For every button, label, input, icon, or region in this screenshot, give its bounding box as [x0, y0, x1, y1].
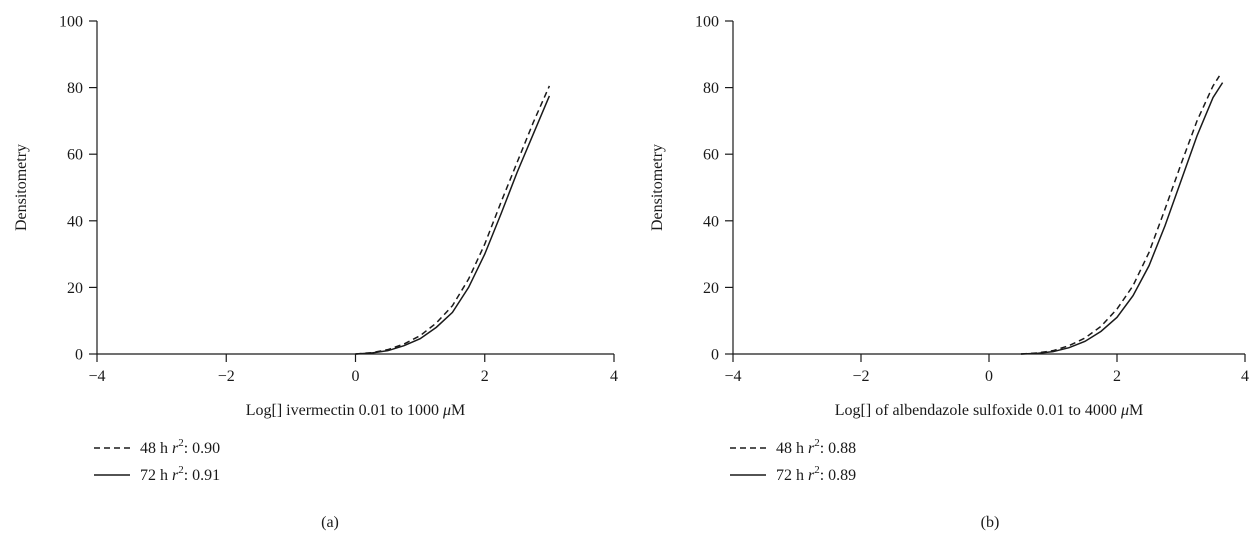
- legend-suffix: : 0.91: [184, 467, 220, 484]
- series-line-72h: [1020, 82, 1224, 355]
- x-tick-label: 0: [985, 368, 993, 385]
- series-line-48h: [355, 85, 551, 355]
- legend-suffix: : 0.90: [184, 440, 220, 457]
- y-tick-label: 60: [703, 147, 719, 164]
- legend-var: r: [172, 467, 179, 484]
- legend-suffix: : 0.88: [820, 440, 856, 457]
- y-tick-label: 100: [695, 14, 719, 31]
- legend-var: r: [808, 467, 815, 484]
- panel-label: (b): [981, 514, 1000, 531]
- y-tick-label: 0: [75, 347, 83, 364]
- x-tick-label: 0: [352, 368, 360, 385]
- legend-var: r: [172, 440, 179, 457]
- x-axis-label: Log[] ivermectin 0.01 to 1000 μM: [246, 402, 466, 419]
- x-tick-label: −4: [724, 368, 741, 385]
- x-tick-label: −2: [218, 368, 235, 385]
- legend-exp: 2: [178, 437, 184, 449]
- legend-entry: 72 h r2: 0.89: [776, 464, 856, 484]
- legend-entry: 48 h r2: 0.90: [140, 437, 220, 457]
- legend-var: r: [808, 440, 815, 457]
- legend-suffix: : 0.89: [820, 467, 856, 484]
- y-tick-label: 80: [67, 80, 83, 97]
- series-line-72h: [355, 95, 551, 355]
- y-tick-label: 80: [703, 80, 719, 97]
- x-tick-label: 4: [610, 368, 618, 385]
- y-tick-label: 20: [67, 280, 83, 297]
- legend-prefix: 48 h: [140, 440, 172, 457]
- x-axis-label-text: Log[] of albendazole sulfoxide 0.01 to 4…: [835, 402, 1121, 419]
- legend-entry: 48 h r2: 0.88: [776, 437, 856, 457]
- x-axis-label: Log[] of albendazole sulfoxide 0.01 to 4…: [835, 402, 1143, 419]
- x-axis-label-unit: μ: [1120, 402, 1129, 419]
- y-tick-label: 20: [703, 280, 719, 297]
- x-axis-label-unit: μ: [442, 402, 451, 419]
- y-tick-label: 0: [711, 347, 719, 364]
- x-tick-label: 4: [1241, 368, 1249, 385]
- x-tick-label: −2: [852, 368, 869, 385]
- legend-exp: 2: [178, 464, 184, 476]
- legend-entry: 72 h r2: 0.91: [140, 464, 220, 484]
- x-tick-label: −4: [88, 368, 105, 385]
- legend-prefix: 72 h: [776, 467, 808, 484]
- y-axis-label: Densitometry: [13, 144, 30, 231]
- y-tick-label: 40: [67, 213, 83, 230]
- chart-panel-b: 0 20 40 60 80 100 −4 −2 0 2 4 Densitometry Log[] of …: [649, 14, 1249, 532]
- x-axis-label-unit-rest: M: [1129, 402, 1143, 419]
- legend-prefix: 48 h: [776, 440, 808, 457]
- legend-exp: 2: [814, 464, 820, 476]
- x-axis-label-unit-rest: M: [451, 402, 465, 419]
- x-axis-label-text: Log[] ivermectin 0.01 to 1000: [246, 402, 443, 419]
- legend-prefix: 72 h: [140, 467, 172, 484]
- panel-label: (a): [321, 514, 339, 531]
- y-tick-label: 40: [703, 213, 719, 230]
- series-line-48h: [1020, 75, 1221, 355]
- x-tick-label: 2: [481, 368, 489, 385]
- y-tick-label: 60: [67, 147, 83, 164]
- y-tick-label: 100: [59, 14, 83, 31]
- y-axis-label: Densitometry: [649, 144, 666, 231]
- x-tick-label: 2: [1113, 368, 1121, 385]
- chart-panel-a: 0 20 40 60 80 100 −4 −2 0 2 4 Densitometry Log[] ive…: [13, 14, 618, 532]
- legend-exp: 2: [814, 437, 820, 449]
